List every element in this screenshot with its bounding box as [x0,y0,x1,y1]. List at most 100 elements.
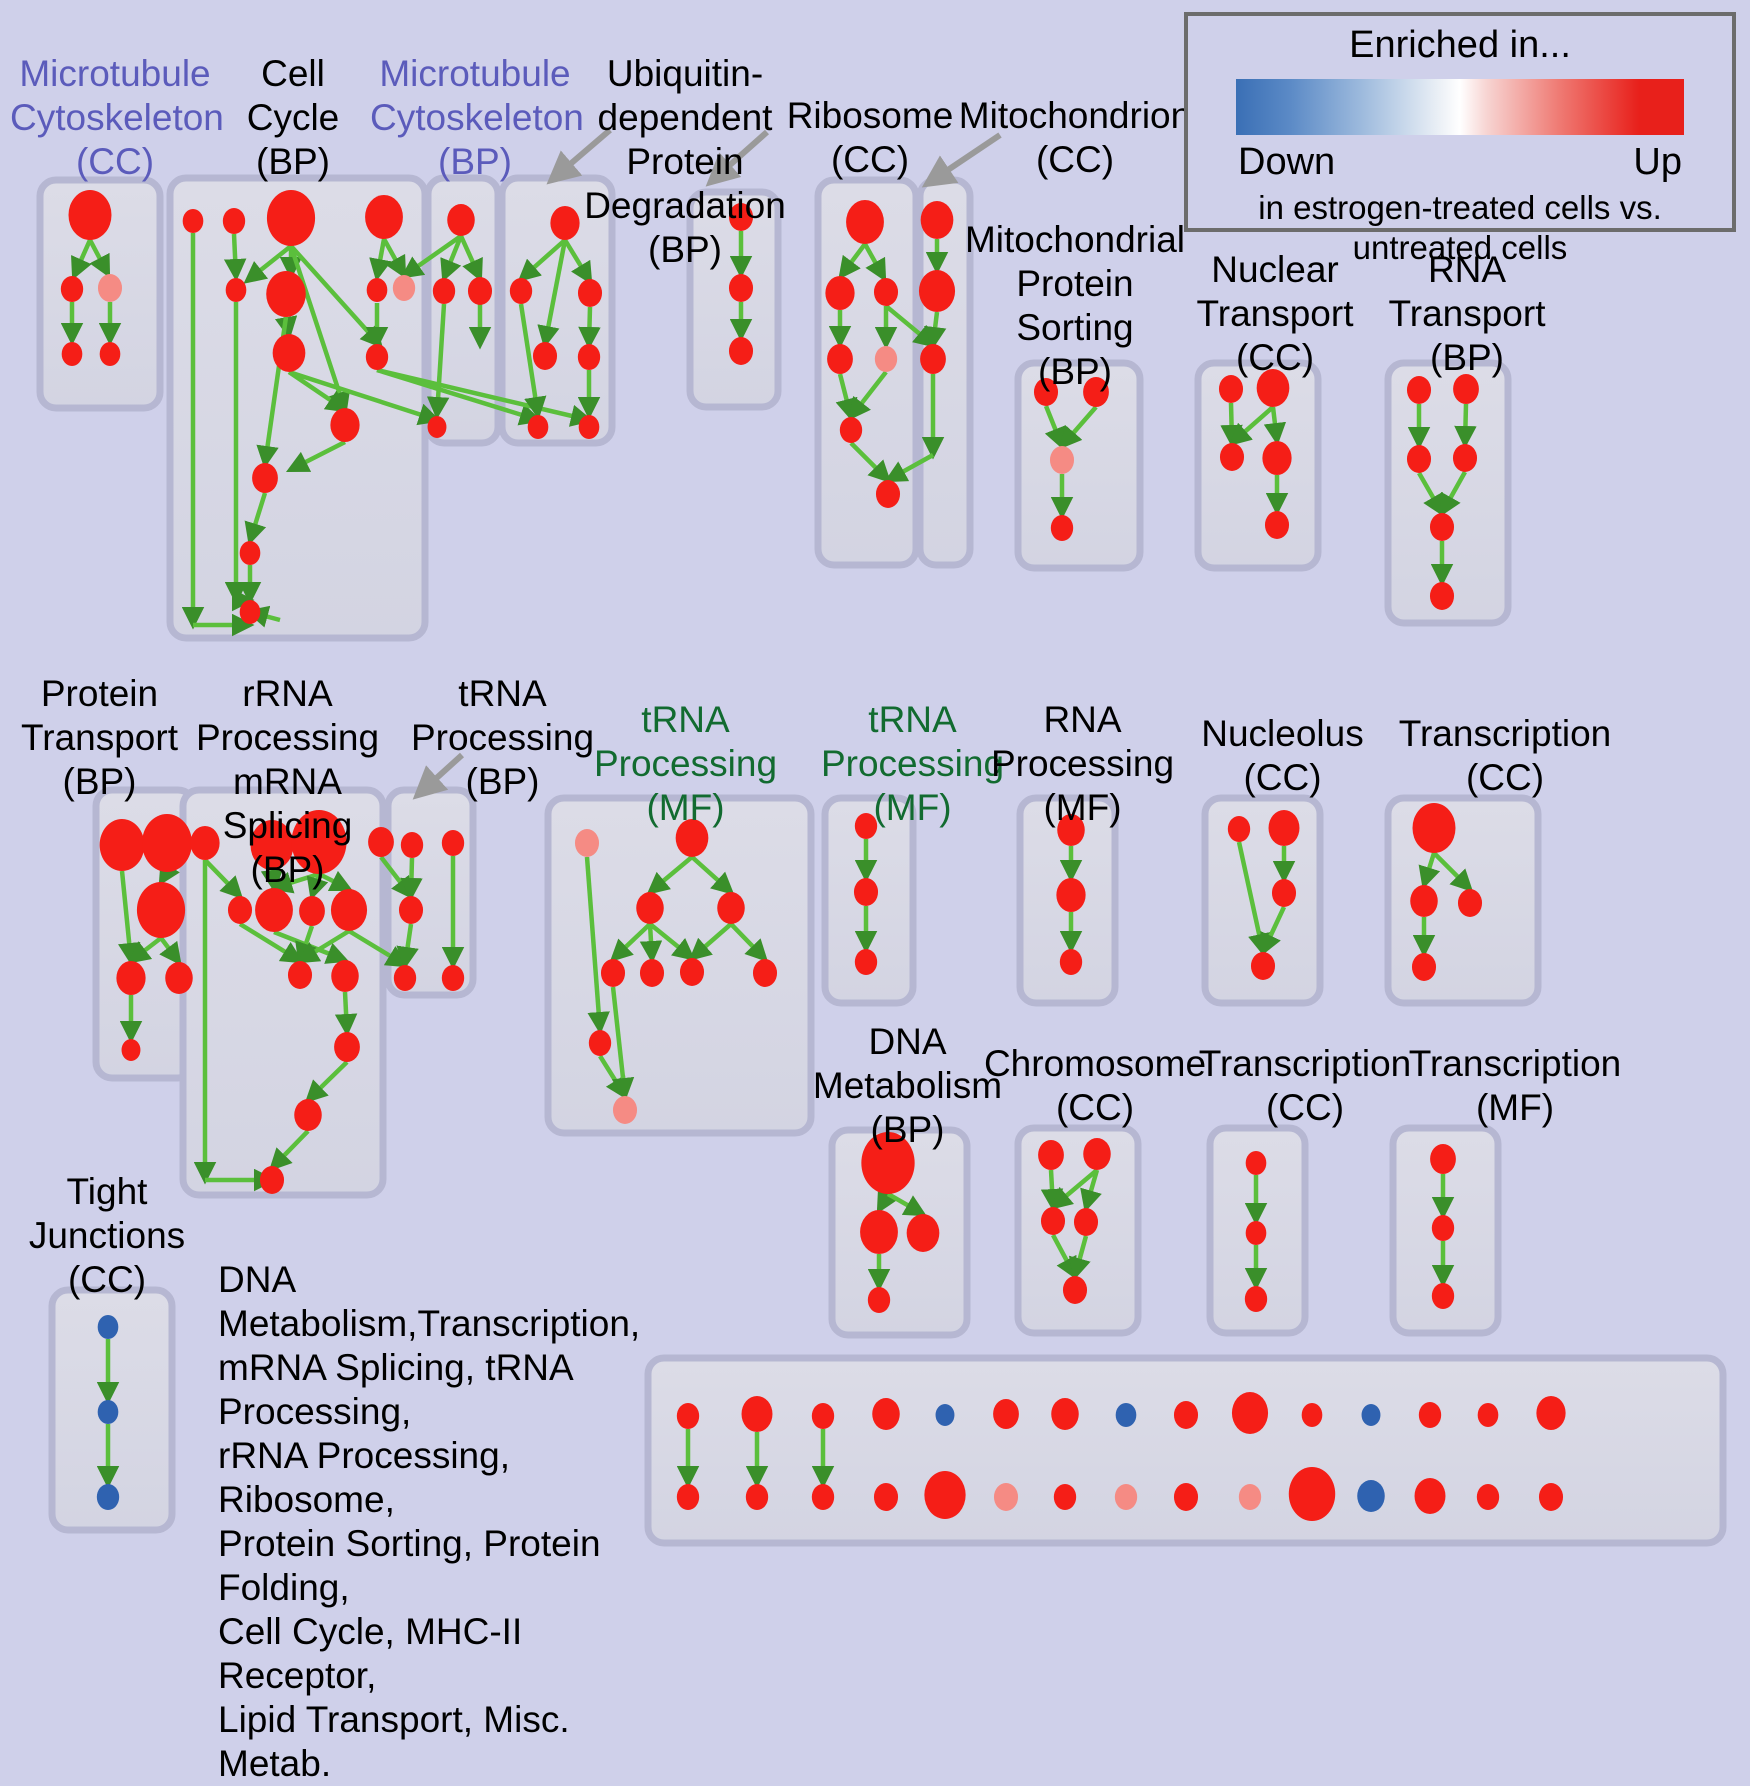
graph-node[interactable] [1219,443,1245,471]
graph-node[interactable] [860,1210,898,1254]
graph-node[interactable] [1418,1402,1442,1428]
graph-node[interactable] [97,1315,119,1339]
graph-node[interactable] [1457,889,1483,917]
graph-node[interactable] [1245,1151,1267,1175]
graph-node[interactable] [1406,376,1432,404]
graph-node[interactable] [1062,1276,1088,1304]
graph-node[interactable] [222,208,246,234]
graph-node[interactable] [61,342,83,366]
graph-node[interactable] [874,346,898,372]
graph-node[interactable] [1429,513,1455,541]
graph-node[interactable] [906,1214,940,1252]
graph-node[interactable] [811,1484,835,1510]
graph-node[interactable] [873,1483,899,1511]
graph-node[interactable] [577,344,601,370]
graph-node[interactable] [752,959,778,987]
graph-node[interactable] [1114,1484,1138,1510]
graph-node[interactable] [1414,1478,1446,1514]
graph-node[interactable] [97,274,123,302]
graph-node[interactable] [467,277,493,305]
graph-node[interactable] [675,819,709,857]
graph-node[interactable] [1053,1484,1077,1510]
graph-node[interactable] [1245,1221,1267,1245]
graph-node[interactable] [1057,814,1085,846]
graph-node[interactable] [861,1132,915,1194]
graph-node[interactable] [259,1166,285,1194]
graph-node[interactable] [225,278,247,302]
graph-node[interactable] [68,190,112,240]
graph-node[interactable] [1431,1215,1455,1241]
graph-node[interactable] [441,830,465,856]
graph-node[interactable] [99,819,145,871]
graph-node[interactable] [1115,1403,1137,1427]
graph-node[interactable] [1361,1404,1381,1426]
graph-node[interactable] [924,1471,966,1519]
graph-node[interactable] [676,1484,700,1510]
graph-node[interactable] [1288,1467,1336,1521]
graph-node[interactable] [1430,1144,1456,1174]
graph-node[interactable] [745,1484,769,1510]
graph-node[interactable] [1244,1286,1268,1312]
graph-node[interactable] [1538,1483,1564,1511]
graph-node[interactable] [1262,441,1292,475]
graph-node[interactable] [1250,952,1276,980]
graph-node[interactable] [676,1403,700,1429]
graph-node[interactable] [255,888,293,932]
graph-node[interactable] [441,965,465,991]
graph-node[interactable] [918,270,956,312]
graph-node[interactable] [993,1399,1019,1429]
graph-node[interactable] [679,958,705,986]
graph-node[interactable] [447,204,475,236]
graph-node[interactable] [239,600,261,624]
graph-node[interactable] [1431,1283,1455,1309]
graph-node[interactable] [875,480,901,508]
graph-node[interactable] [854,949,878,975]
graph-node[interactable] [330,408,360,442]
graph-node[interactable] [1033,378,1059,406]
graph-node[interactable] [728,203,754,231]
graph-node[interactable] [612,1096,638,1124]
graph-node[interactable] [1038,1140,1064,1170]
graph-node[interactable] [99,342,121,366]
graph-node[interactable] [827,344,853,374]
graph-node[interactable] [398,896,424,924]
graph-node[interactable] [1173,1483,1199,1511]
graph-node[interactable] [392,275,416,301]
graph-node[interactable] [846,200,884,244]
graph-node[interactable] [825,276,855,310]
graph-node[interactable] [227,896,253,924]
graph-node[interactable] [853,878,879,906]
graph-node[interactable] [365,344,389,370]
graph-node[interactable] [97,1400,119,1424]
graph-node[interactable] [1268,810,1300,846]
graph-node[interactable] [400,832,424,858]
graph-node[interactable] [1227,816,1251,842]
graph-node[interactable] [1271,879,1297,907]
graph-node[interactable] [1477,1403,1499,1427]
graph-node[interactable] [728,337,754,365]
graph-node[interactable] [239,541,261,565]
graph-node[interactable] [920,344,946,374]
graph-node[interactable] [867,1287,891,1313]
graph-node[interactable] [1406,445,1432,473]
graph-node[interactable] [1059,949,1083,975]
graph-node[interactable] [331,960,359,992]
graph-node[interactable] [96,1484,120,1510]
graph-node[interactable] [190,826,220,860]
graph-node[interactable] [60,276,84,302]
graph-node[interactable] [1231,1392,1269,1434]
graph-node[interactable] [427,416,447,438]
graph-node[interactable] [182,209,204,233]
graph-node[interactable] [1083,377,1109,407]
graph-node[interactable] [116,961,146,995]
graph-node[interactable] [266,271,306,317]
graph-node[interactable] [741,1396,773,1432]
graph-node[interactable] [432,278,456,304]
graph-node[interactable] [250,820,294,870]
graph-node[interactable] [1218,375,1244,403]
graph-node[interactable] [252,463,278,493]
graph-node[interactable] [600,959,626,987]
graph-node[interactable] [873,278,899,306]
graph-node[interactable] [272,334,306,372]
graph-node[interactable] [1040,1207,1066,1235]
